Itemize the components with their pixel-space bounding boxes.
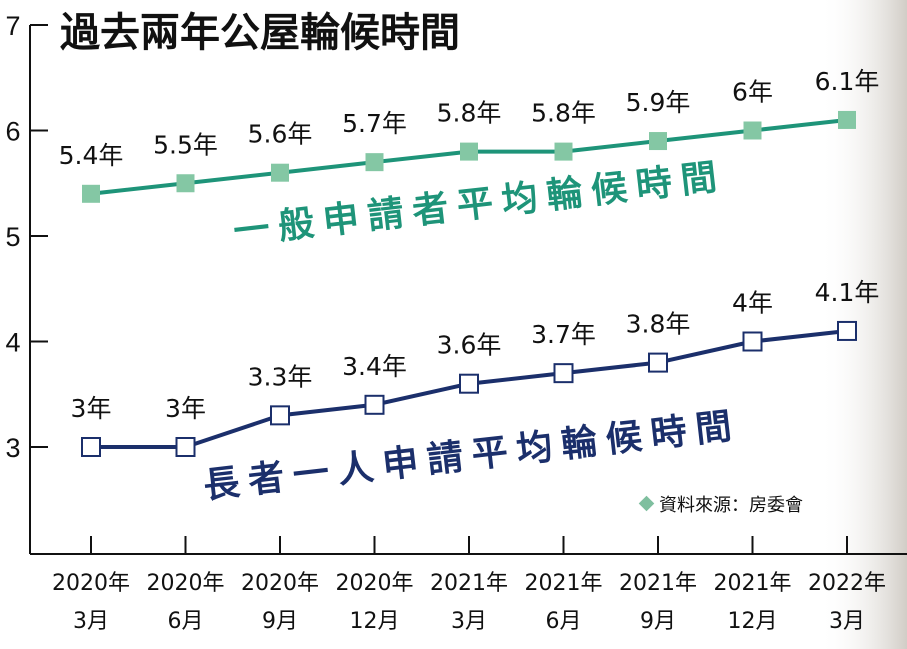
data-point-marker <box>742 331 763 352</box>
data-point-marker <box>82 184 100 203</box>
data-label: 5.5年 <box>153 130 218 159</box>
y-tick-label: 6 <box>5 117 20 147</box>
data-label: 3.4年 <box>342 352 407 381</box>
source-note: 資料來源：房委會 <box>638 495 803 516</box>
x-tick-label: 2021年 3月 <box>430 571 508 634</box>
x-tick-label: 2020年 9月 <box>241 571 319 634</box>
data-point-marker <box>649 132 667 151</box>
x-tick-label: 2020年 3月 <box>52 571 130 634</box>
data-point-marker <box>743 121 762 140</box>
data-label: 6.1年 <box>815 67 880 96</box>
data-point-marker <box>364 394 385 415</box>
x-tick-label: 2021年 9月 <box>619 571 697 634</box>
data-label: 5.8年 <box>437 99 502 128</box>
data-label: 3.6年 <box>437 331 502 360</box>
data-point-marker <box>271 163 289 182</box>
axes: 3 4 5 6 7 2020年 3月 2020年 6月 2020年 9月 2020年 12月 2021年… <box>5 11 907 634</box>
chart-title: 過去兩年公屋輪候時間 <box>60 10 460 56</box>
data-label: 4年 <box>732 289 773 318</box>
data-point-marker <box>648 352 668 373</box>
data-label: 5.4年 <box>59 141 124 170</box>
data-label: 5.9年 <box>626 88 691 117</box>
y-ticks: 3 4 5 6 7 <box>5 11 48 463</box>
data-label: 3.7年 <box>531 320 596 349</box>
data-label: 3.3年 <box>248 362 313 391</box>
data-point-marker <box>553 363 574 384</box>
data-label: 3.8年 <box>626 310 691 339</box>
data-label: 5.7年 <box>342 109 407 138</box>
data-point-marker <box>838 110 856 129</box>
data-point-marker <box>175 437 196 457</box>
data-point-marker <box>554 142 573 161</box>
x-tick-label: 2022年 3月 <box>808 571 886 634</box>
data-point-marker <box>837 320 857 341</box>
data-label: 6年 <box>732 78 773 107</box>
x-tick-label: 2021年 6月 <box>525 571 603 634</box>
series-1: 5.4年 5.5年 5.6年 5.7年 5.8年 5.8年 5.9年 6年 6.1年一般申請者平… <box>59 67 880 256</box>
data-label: 4.1年 <box>815 278 880 307</box>
x-tick-label: 2020年 12月 <box>336 571 414 634</box>
data-point-marker <box>270 405 290 426</box>
x-ticks: 2020年 3月 2020年 6月 2020年 9月 2020年 12月 2021年 3月 2021… <box>52 536 886 634</box>
data-label: 3年 <box>165 394 206 423</box>
y-tick-label: 7 <box>5 11 20 41</box>
data-label: 3年 <box>71 394 112 423</box>
x-tick-label: 2021年 12月 <box>714 571 792 634</box>
x-tick-label: 2020年 6月 <box>147 571 225 634</box>
y-tick-label: 3 <box>5 433 20 463</box>
background-photo <box>820 0 907 649</box>
data-point-marker <box>176 174 195 193</box>
series-group: 5.4年 5.5年 5.6年 5.7年 5.8年 5.8年 5.9年 6年 6.1年一般申請者平… <box>59 67 880 510</box>
data-point-marker <box>459 373 479 394</box>
y-tick-label: 4 <box>5 328 20 358</box>
y-tick-label: 5 <box>5 222 20 252</box>
data-point-marker <box>81 437 101 457</box>
data-point-marker <box>460 142 478 161</box>
data-label: 5.6年 <box>248 120 313 149</box>
diamond-icon <box>638 495 655 512</box>
data-point-marker <box>365 153 384 172</box>
data-label: 5.8年 <box>531 99 596 128</box>
source-text: 資料來源：房委會 <box>659 495 803 516</box>
